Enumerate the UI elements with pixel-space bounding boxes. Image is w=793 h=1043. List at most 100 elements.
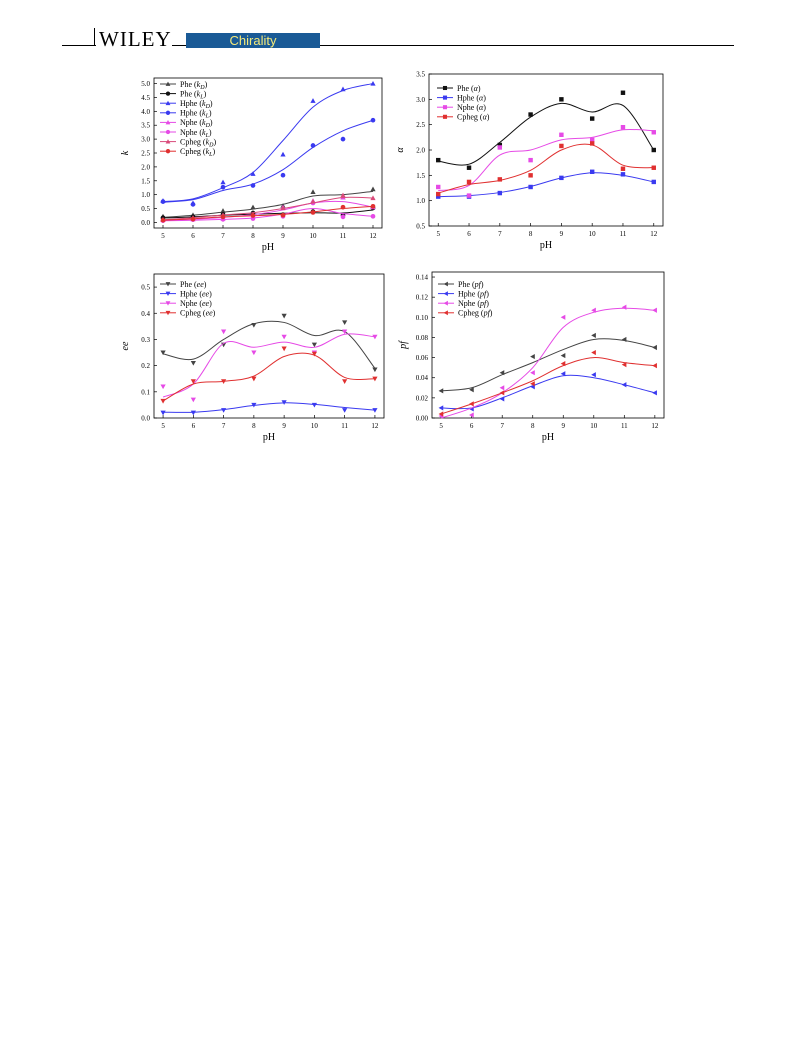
data-point bbox=[220, 208, 226, 213]
data-point bbox=[372, 408, 378, 413]
y-tick-label: 2.0 bbox=[141, 163, 150, 171]
data-point bbox=[591, 372, 596, 378]
journal-name: Chirality bbox=[186, 33, 320, 48]
data-point bbox=[499, 390, 505, 396]
x-tick-label: 6 bbox=[192, 422, 196, 430]
data-point bbox=[497, 177, 503, 182]
series-0 bbox=[438, 332, 657, 394]
x-tick-label: 6 bbox=[470, 422, 474, 430]
data-point bbox=[160, 217, 166, 223]
data-point bbox=[220, 184, 226, 190]
y-axis-label: pf bbox=[398, 340, 409, 350]
data-point bbox=[160, 410, 166, 416]
data-point bbox=[310, 210, 316, 215]
y-tick-label: 2.5 bbox=[416, 121, 425, 129]
data-point bbox=[311, 402, 317, 408]
data-point bbox=[621, 362, 627, 368]
y-tick-label: 2.0 bbox=[416, 147, 425, 155]
data-point bbox=[436, 191, 441, 197]
series-2 bbox=[438, 304, 657, 419]
legend-label: Hphe (α) bbox=[457, 93, 486, 102]
series-fit-line bbox=[438, 143, 654, 194]
y-tick-label: 0.04 bbox=[416, 374, 429, 382]
data-point bbox=[221, 379, 227, 384]
y-tick-label: 4.0 bbox=[141, 108, 150, 116]
data-point bbox=[372, 367, 378, 373]
legend: Phe (ee)Hphe (ee)Nphe (ee)Cpheg (ee) bbox=[160, 280, 216, 318]
data-point bbox=[589, 141, 595, 146]
legend-label: Phe (α) bbox=[457, 84, 481, 93]
legend-label: Cpheg (α) bbox=[457, 113, 490, 122]
data-point bbox=[220, 179, 226, 185]
data-point bbox=[591, 307, 596, 313]
legend: Phe (α)Hphe (α)Nphe (α)Cpheg (α) bbox=[437, 84, 490, 122]
legend-marker bbox=[165, 301, 171, 306]
data-point bbox=[280, 205, 286, 211]
series-3 bbox=[438, 349, 657, 417]
legend-marker bbox=[443, 310, 448, 316]
series-2 bbox=[436, 124, 656, 198]
legend-label: Hphe (ee) bbox=[180, 289, 212, 298]
data-point bbox=[652, 363, 657, 369]
y-tick-label: 1.5 bbox=[141, 177, 150, 185]
data-point bbox=[340, 204, 346, 210]
data-point bbox=[250, 171, 256, 176]
data-point bbox=[190, 397, 196, 403]
legend-marker bbox=[165, 100, 171, 106]
series-1 bbox=[438, 371, 657, 412]
legend-marker bbox=[165, 149, 171, 154]
legend-label: Hphe (kD) bbox=[180, 99, 213, 110]
y-axis-label: k bbox=[120, 150, 131, 155]
series-2 bbox=[160, 329, 378, 403]
data-point bbox=[438, 411, 444, 417]
data-point bbox=[530, 370, 535, 376]
data-point bbox=[559, 143, 564, 149]
y-tick-label: 0.3 bbox=[141, 336, 150, 344]
series-fit-line bbox=[162, 190, 374, 218]
data-point bbox=[310, 198, 316, 204]
data-point bbox=[340, 214, 346, 220]
y-tick-label: 3.5 bbox=[416, 71, 425, 79]
legend-marker bbox=[165, 310, 171, 316]
data-point bbox=[190, 202, 196, 207]
data-point bbox=[528, 112, 533, 117]
legend: Phe (pf)Hphe (pf)Nphe (pf)Cpheg (pf) bbox=[438, 280, 493, 318]
x-tick-label: 8 bbox=[251, 232, 255, 240]
data-point bbox=[469, 412, 474, 418]
data-point bbox=[560, 352, 566, 359]
y-tick-label: 0.2 bbox=[141, 362, 150, 370]
series-fit-line bbox=[162, 352, 375, 402]
data-point bbox=[220, 214, 226, 220]
series-fit-line bbox=[441, 374, 655, 410]
y-tick-label: 0.5 bbox=[141, 284, 150, 292]
data-point bbox=[160, 350, 166, 356]
x-axis-label: pH bbox=[542, 432, 554, 443]
x-tick-label: 10 bbox=[311, 422, 319, 430]
x-tick-label: 7 bbox=[221, 232, 225, 240]
data-point bbox=[250, 183, 256, 188]
data-point bbox=[311, 351, 317, 357]
legend-label: Nphe (kL) bbox=[180, 128, 212, 139]
legend-label: Nphe (pf) bbox=[458, 299, 489, 308]
series-fit-line bbox=[162, 320, 376, 369]
series-fit-line bbox=[162, 333, 375, 398]
data-point bbox=[651, 147, 656, 153]
x-tick-label: 5 bbox=[161, 422, 165, 430]
x-tick-label: 5 bbox=[439, 422, 443, 430]
data-point bbox=[251, 376, 257, 382]
legend-label: Hphe (pf) bbox=[458, 289, 489, 298]
data-point bbox=[530, 381, 535, 387]
legend-label: Nphe (α) bbox=[457, 103, 486, 112]
data-point bbox=[591, 332, 596, 339]
y-tick-label: 0.4 bbox=[141, 310, 150, 318]
x-tick-label: 11 bbox=[340, 232, 347, 240]
y-tick-label: 0.08 bbox=[416, 334, 429, 342]
series-3 bbox=[160, 117, 376, 207]
y-tick-label: 1.5 bbox=[416, 172, 425, 180]
y-tick-label: 0.00 bbox=[416, 415, 429, 423]
series-fit-line bbox=[162, 83, 374, 203]
y-axis-label: ee bbox=[120, 341, 131, 350]
x-tick-label: 11 bbox=[620, 230, 627, 238]
data-point bbox=[311, 342, 317, 348]
data-point bbox=[560, 361, 566, 367]
